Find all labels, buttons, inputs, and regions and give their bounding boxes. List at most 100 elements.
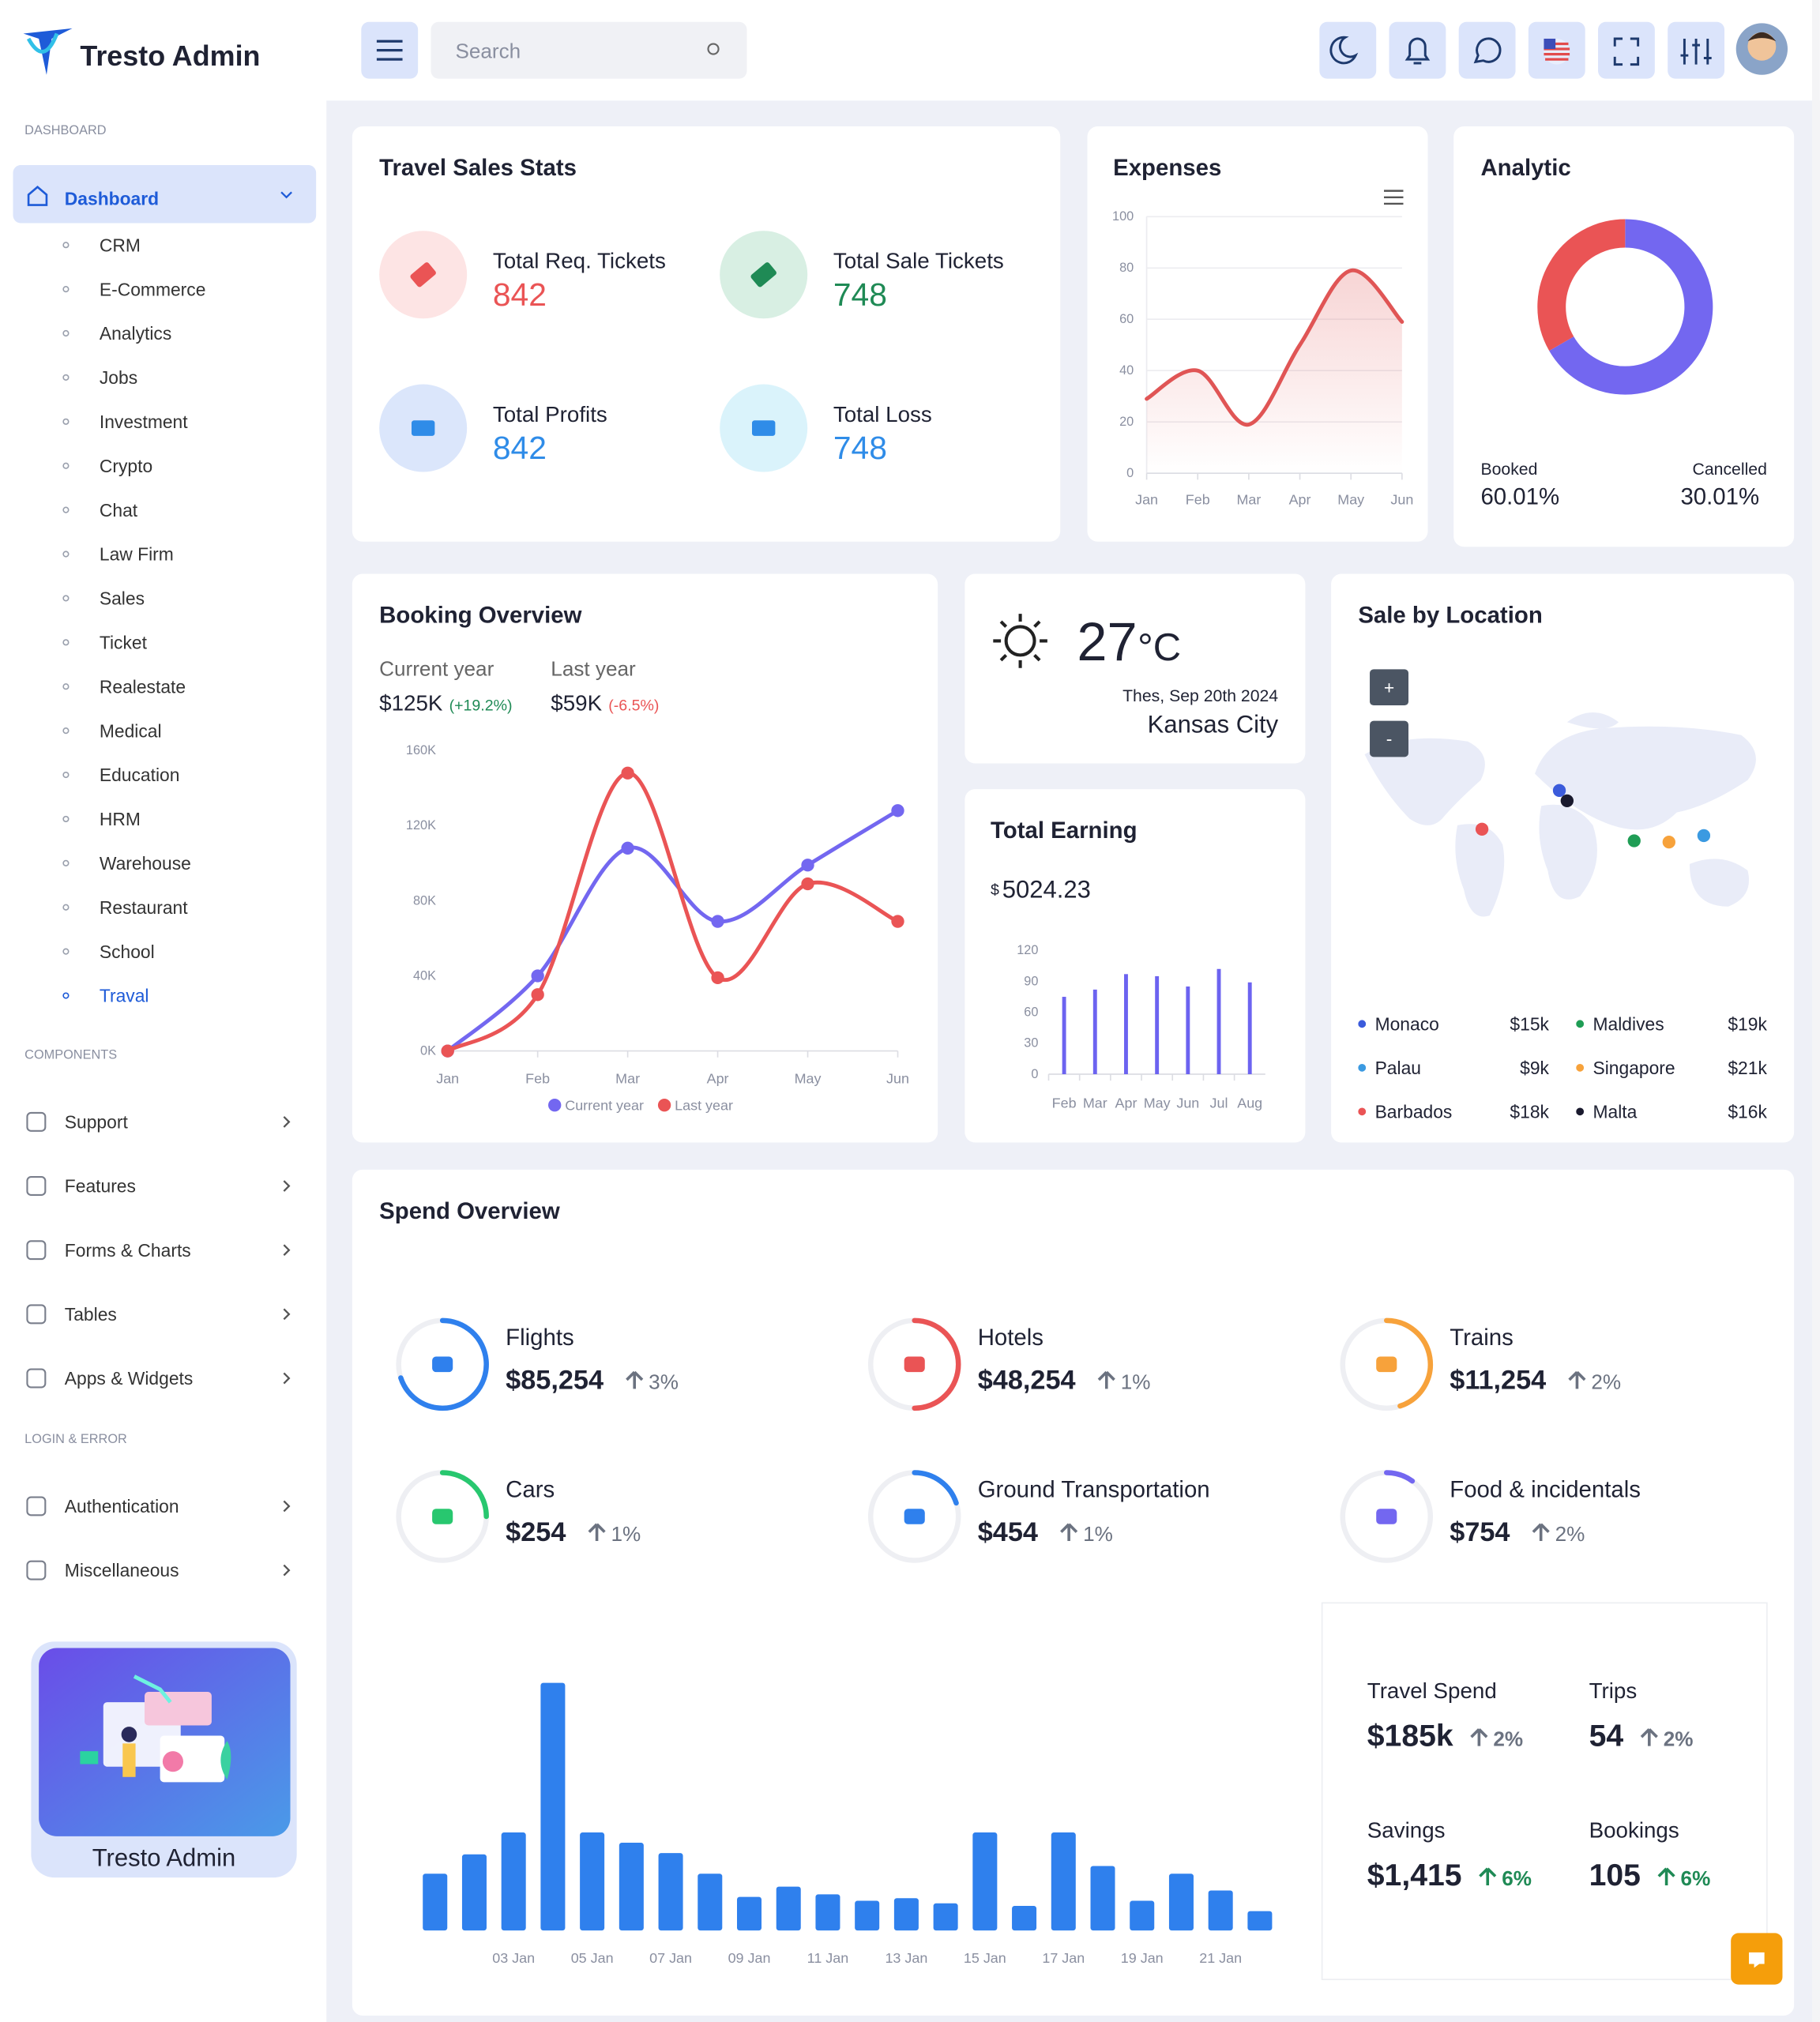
stat-icon <box>750 262 777 288</box>
x-tick-label: Mar <box>1083 1095 1107 1111</box>
nav-subitem[interactable]: Analytics <box>100 323 171 344</box>
location-name: Singapore <box>1592 1058 1675 1078</box>
card-title: Sale by Location <box>1358 603 1542 629</box>
world-map <box>1364 712 1756 917</box>
nav-bullet <box>62 551 70 558</box>
chart-title: Booking Overview <box>379 603 581 629</box>
summary-value: $1,415 <box>1367 1859 1462 1892</box>
nav-subitem[interactable]: Investment <box>100 412 188 432</box>
fullscreen-button[interactable] <box>1598 21 1655 79</box>
nav-subitem[interactable]: Law Firm <box>100 544 174 565</box>
spend-value: $454 <box>978 1517 1038 1547</box>
bar <box>855 1900 880 1931</box>
y-tick-label: 90 <box>1024 974 1038 988</box>
summary-label: Travel Spend <box>1367 1678 1497 1703</box>
nav-bullet <box>62 242 70 249</box>
nav-subitem[interactable]: Jobs <box>100 367 137 388</box>
bar <box>1168 1874 1194 1931</box>
nav-item[interactable]: Miscellaneous <box>65 1560 179 1580</box>
bar <box>893 1898 919 1931</box>
summary-label: Current year <box>379 657 494 681</box>
summary-box <box>1321 1602 1768 1980</box>
legend-marker <box>548 1099 562 1112</box>
spend-change: 1% <box>1083 1522 1113 1546</box>
legend-label: Cancelled <box>1693 460 1767 479</box>
nav-bullet <box>62 771 70 779</box>
bar <box>1216 968 1221 1074</box>
sun-icon <box>993 614 1047 668</box>
nav-subitem[interactable]: CRM <box>100 235 141 255</box>
nav-active[interactable] <box>13 164 317 224</box>
chevron <box>280 191 292 199</box>
arrow-up <box>626 1370 644 1389</box>
stat-label: Total Loss <box>833 402 932 427</box>
value-label: 60.01% <box>1480 483 1559 509</box>
nav-subitem[interactable]: Education <box>100 765 180 785</box>
x-tick-label: May <box>1337 491 1364 507</box>
spend-icon <box>1376 1509 1397 1524</box>
nav-item[interactable]: Support <box>65 1112 129 1133</box>
x-tick-label: Jun <box>1176 1095 1199 1111</box>
value-label: 30.01% <box>1680 483 1759 509</box>
progress-ring <box>398 1317 489 1411</box>
nav-subitem[interactable]: Warehouse <box>100 853 191 874</box>
nav-subitem[interactable]: Chat <box>100 500 138 521</box>
nav-item[interactable]: Apps & Widgets <box>65 1368 194 1389</box>
bar <box>1062 997 1066 1074</box>
nav-subitem[interactable]: E-Commerce <box>100 279 206 299</box>
point <box>801 877 814 891</box>
bar <box>1247 1911 1273 1931</box>
nav-subitem[interactable]: Crypto <box>100 456 152 476</box>
summary-label: Trips <box>1589 1678 1638 1703</box>
nav-subitem[interactable]: Restaurant <box>100 897 188 918</box>
nav-item[interactable]: Forms & Charts <box>65 1240 191 1261</box>
nav-icon <box>26 1560 47 1580</box>
y-tick-label: 60 <box>1119 312 1134 326</box>
nav-subitem[interactable]: Realestate <box>100 676 186 697</box>
spend-change: 2% <box>1555 1522 1585 1546</box>
nav-bullet <box>62 418 70 425</box>
card <box>352 126 1061 542</box>
nav-item[interactable]: Tables <box>65 1304 117 1325</box>
nav-subitem[interactable]: Ticket <box>100 632 148 652</box>
nav-subitem[interactable]: Traval <box>100 986 149 1006</box>
zoom-button[interactable] <box>1370 720 1409 757</box>
chevron <box>283 1180 291 1192</box>
x-tick-label: 19 Jan <box>1121 1950 1164 1966</box>
logo[interactable] <box>23 28 73 75</box>
nav-subitem[interactable]: Sales <box>100 588 145 609</box>
search-box[interactable] <box>431 21 747 79</box>
bar <box>1092 989 1097 1074</box>
nav-bullet <box>62 815 70 823</box>
chart-menu[interactable] <box>1384 190 1404 205</box>
y-tick-label: 160K <box>406 743 436 757</box>
y-tick-label: 0K <box>420 1044 436 1058</box>
section-heading: COMPONENTS <box>24 1047 117 1062</box>
bar <box>698 1874 723 1931</box>
chat-button[interactable] <box>1458 21 1516 79</box>
notification-button[interactable] <box>1389 21 1446 79</box>
location-name: Malta <box>1592 1102 1637 1122</box>
chart-title: Expenses <box>1113 155 1221 181</box>
x-tick-label: 21 Jan <box>1199 1950 1242 1966</box>
nav-subitem[interactable]: School <box>100 941 155 962</box>
zoom-button[interactable] <box>1370 669 1409 706</box>
x-tick-label: Jun <box>886 1070 909 1086</box>
nav-subitem[interactable]: Medical <box>100 720 162 741</box>
nav-item[interactable]: Features <box>65 1176 136 1197</box>
theme-button[interactable] <box>1319 21 1377 79</box>
donut-segment <box>1549 219 1713 395</box>
header-icons <box>1319 21 1788 79</box>
x-tick-label: Jun <box>1390 491 1413 507</box>
summary-value: 105 <box>1589 1859 1641 1892</box>
x-tick-label: 17 Jan <box>1042 1950 1085 1966</box>
legend-label: Last year <box>675 1098 733 1114</box>
bar <box>1155 975 1160 1074</box>
nav-item[interactable]: Authentication <box>65 1496 179 1516</box>
bar <box>580 1832 605 1931</box>
point <box>801 859 814 872</box>
y-tick-label: 0 <box>1126 466 1134 480</box>
nav-subitem[interactable]: HRM <box>100 809 141 829</box>
summary-value: $185k <box>1367 1719 1453 1753</box>
spend-value: $85,254 <box>506 1365 604 1395</box>
